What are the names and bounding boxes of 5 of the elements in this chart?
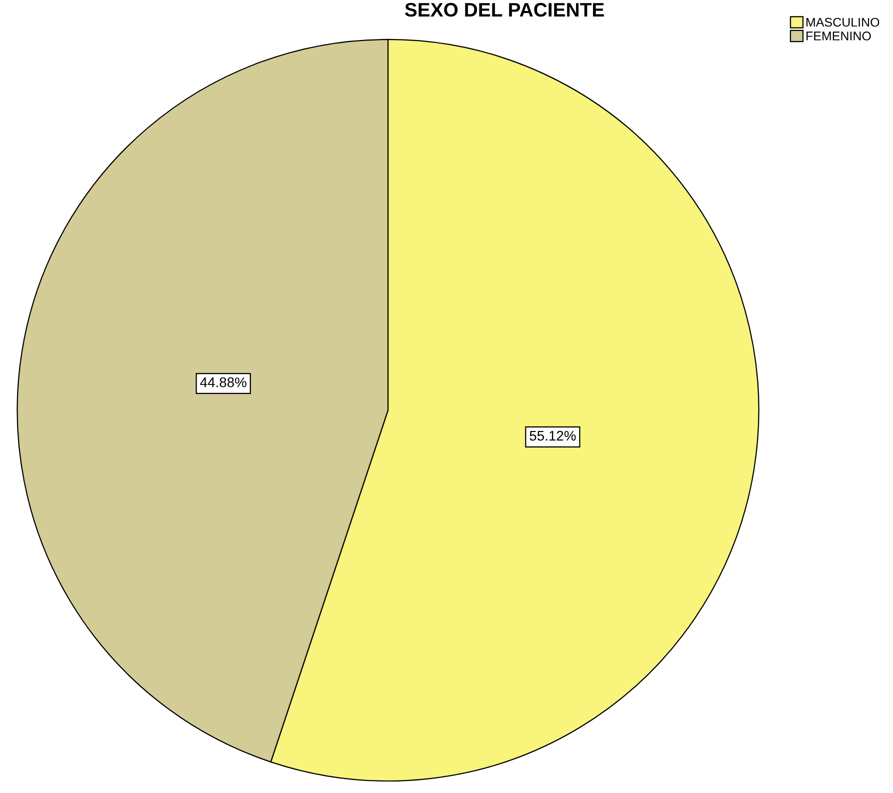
chart-title: SEXO DEL PACIENTE <box>404 2 604 17</box>
data-label: 55.12% <box>530 430 576 441</box>
data-label: 44.88% <box>200 377 246 388</box>
legend-label: FEMENINO <box>806 32 871 40</box>
legend-label: MASCULINO <box>806 18 880 27</box>
